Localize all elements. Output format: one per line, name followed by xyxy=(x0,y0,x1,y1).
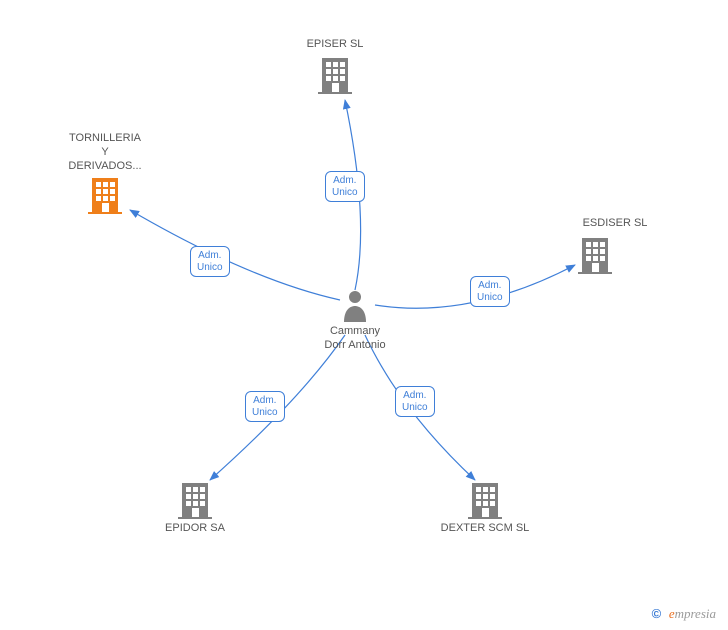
edge-label: Adm. Unico xyxy=(395,386,435,417)
edge-label: Adm. Unico xyxy=(245,391,285,422)
footer-attribution: © empresia xyxy=(652,606,716,622)
edge-label: Adm. Unico xyxy=(325,171,365,202)
person-icon xyxy=(340,288,370,327)
building-icon xyxy=(178,481,212,524)
node-label-esdiser: ESDISER SL xyxy=(545,217,685,231)
node-label-epidor: EPIDOR SA xyxy=(125,522,265,536)
node-label-tornilleria: TORNILLERIA Y DERIVADOS... xyxy=(35,132,175,173)
brand-rest: mpresia xyxy=(675,606,716,621)
node-label-episer: EPISER SL xyxy=(265,38,405,52)
copyright-symbol: © xyxy=(652,606,662,621)
building-icon xyxy=(578,236,612,279)
building-icon xyxy=(318,56,352,99)
edge-label: Adm. Unico xyxy=(470,276,510,307)
node-label-dexter: DEXTER SCM SL xyxy=(415,522,555,536)
building-icon xyxy=(88,176,122,219)
building-icon xyxy=(468,481,502,524)
center-person-label: Cammany Dorr Antonio xyxy=(305,325,405,353)
diagram-canvas: Cammany Dorr Antonio TORNILLERIA Y DERIV… xyxy=(0,0,728,630)
edge-tornilleria xyxy=(130,210,340,300)
edge-label: Adm. Unico xyxy=(190,246,230,277)
